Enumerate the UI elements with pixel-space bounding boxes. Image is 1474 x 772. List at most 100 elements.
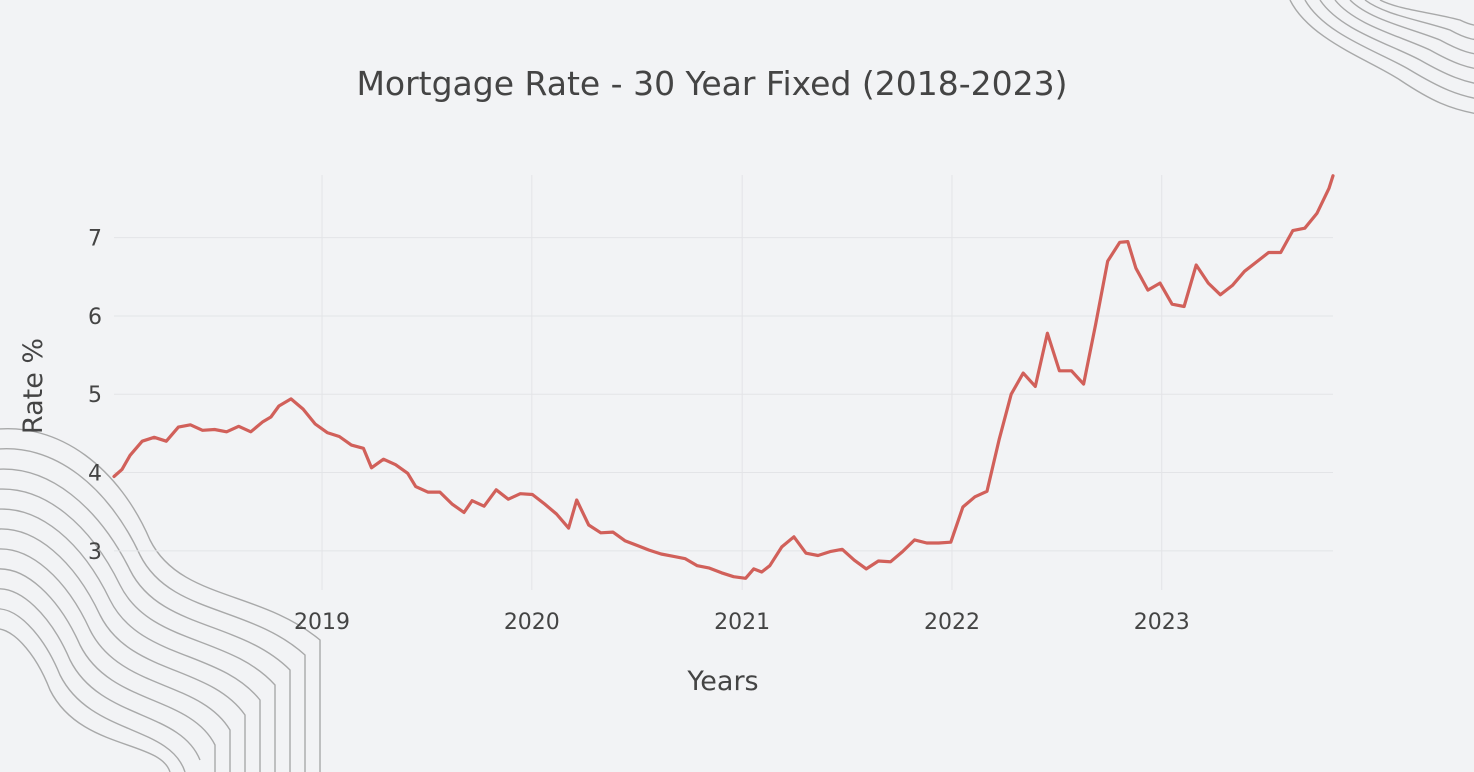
data-point — [128, 454, 132, 457]
data-point — [1279, 251, 1282, 254]
data-point — [804, 552, 808, 555]
data-point — [985, 490, 989, 493]
data-point — [925, 541, 928, 545]
data-point — [1118, 241, 1122, 244]
data-point — [720, 571, 723, 574]
data-point — [567, 526, 570, 530]
data-point — [426, 490, 429, 494]
data-point — [792, 535, 796, 538]
data-point — [350, 443, 353, 447]
data-point — [112, 475, 116, 478]
data-point — [1315, 212, 1319, 215]
data-point — [973, 495, 977, 498]
y-tick-label: 3 — [88, 540, 102, 565]
x-tick-label: 2022 — [924, 610, 980, 635]
data-point — [635, 544, 639, 547]
data-point — [1255, 260, 1258, 264]
data-point — [289, 397, 293, 401]
data-point — [362, 447, 365, 450]
data-point — [1010, 393, 1013, 396]
data-point — [153, 436, 156, 439]
data-point — [937, 541, 940, 545]
data-point — [1331, 174, 1335, 177]
data-point — [1291, 229, 1295, 232]
data-point — [326, 431, 329, 434]
y-tick-label: 7 — [88, 227, 102, 252]
data-point — [599, 531, 602, 534]
data-point — [587, 523, 590, 527]
data-point — [531, 493, 534, 496]
data-point — [708, 566, 711, 570]
data-point — [1231, 284, 1234, 287]
data-point — [519, 492, 522, 495]
data-point — [1046, 332, 1049, 335]
data-point — [961, 505, 965, 509]
data-point — [555, 512, 558, 516]
data-point — [1195, 263, 1198, 267]
data-point — [495, 488, 498, 491]
x-tick-labels: 2019 2020 2021 2022 2023 — [294, 610, 1190, 635]
data-point — [1327, 187, 1331, 190]
data-point — [1058, 369, 1061, 372]
data-point — [841, 548, 844, 551]
data-point — [575, 498, 578, 502]
data-point — [141, 440, 144, 443]
data-point — [1082, 382, 1085, 386]
data-point — [394, 463, 397, 466]
data-point — [249, 430, 252, 433]
data-point — [370, 466, 373, 469]
data-point — [277, 404, 281, 408]
data-point — [406, 472, 409, 475]
data-point — [647, 548, 651, 552]
data-point — [1022, 371, 1025, 375]
data-point — [1243, 270, 1246, 273]
data-point — [225, 430, 228, 433]
data-point — [450, 502, 454, 506]
data-point — [1146, 288, 1150, 292]
x-tick-label: 2020 — [504, 610, 560, 635]
x-axis-title: Years — [686, 666, 758, 697]
data-point — [462, 511, 466, 514]
data-point — [314, 422, 317, 426]
data-point — [1182, 305, 1186, 308]
data-point — [1094, 323, 1097, 326]
data-point — [1170, 303, 1174, 306]
data-point — [507, 498, 510, 501]
decorative-swirl-top-right — [1289, 0, 1474, 115]
y-axis-title: Rate % — [18, 338, 49, 434]
mortgage-rate-line — [112, 174, 1335, 580]
data-point — [382, 458, 385, 461]
data-point — [623, 539, 627, 542]
y-tick-label: 5 — [88, 383, 102, 408]
data-point — [237, 425, 240, 428]
data-point — [414, 485, 417, 488]
data-point — [1070, 369, 1073, 372]
data-point — [659, 552, 663, 556]
data-point — [120, 468, 124, 471]
data-point — [853, 559, 856, 562]
data-point — [177, 425, 180, 429]
data-point — [816, 554, 820, 557]
data-point — [301, 407, 305, 411]
data-point — [543, 502, 546, 506]
data-point — [865, 567, 868, 571]
data-point — [696, 564, 699, 567]
data-point — [1158, 281, 1162, 285]
data-point — [949, 541, 952, 544]
data-point — [165, 440, 168, 443]
data-point — [482, 505, 486, 508]
data-point — [1034, 385, 1037, 388]
data-point — [997, 438, 1001, 441]
x-tick-label: 2021 — [714, 610, 770, 635]
grid — [114, 175, 1333, 590]
y-tick-labels: 3 4 5 6 7 — [88, 227, 102, 565]
data-point — [189, 423, 192, 426]
data-point — [780, 545, 783, 549]
decorative-swirl-bottom-left — [0, 428, 321, 772]
chart-title: Mortgage Rate - 30 Year Fixed (2018-2023… — [356, 64, 1067, 103]
data-point — [1134, 267, 1138, 270]
data-point — [1126, 240, 1130, 243]
data-point — [338, 435, 341, 438]
data-point — [752, 567, 755, 571]
